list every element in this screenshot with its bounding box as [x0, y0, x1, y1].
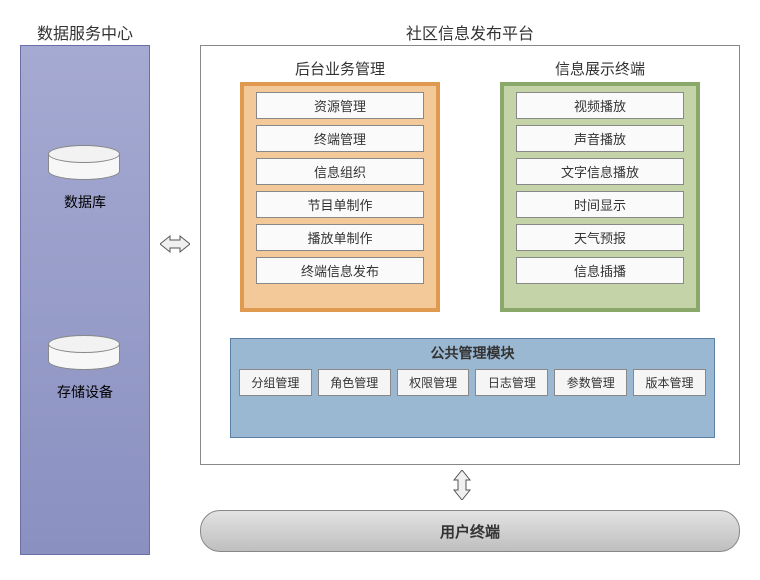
display-title: 信息展示终端 [500, 58, 700, 79]
backend-title: 后台业务管理 [240, 58, 440, 79]
public-items-row: 分组管理角色管理权限管理日志管理参数管理版本管理 [231, 369, 714, 404]
backend-item: 终端管理 [256, 125, 424, 152]
public-item: 参数管理 [554, 369, 627, 396]
backend-item: 终端信息发布 [256, 257, 424, 284]
public-module-title: 公共管理模块 [231, 339, 714, 369]
display-item: 信息插播 [516, 257, 684, 284]
arrow-vertical-icon [450, 470, 474, 500]
public-module: 公共管理模块 分组管理角色管理权限管理日志管理参数管理版本管理 [230, 338, 715, 438]
database-label: 数据库 [20, 192, 150, 212]
storage-icon [48, 335, 120, 370]
user-terminal: 用户终端 [200, 510, 740, 552]
backend-module: 资源管理终端管理信息组织节目单制作播放单制作终端信息发布 [240, 82, 440, 312]
storage-label: 存储设备 [20, 382, 150, 402]
public-item: 日志管理 [475, 369, 548, 396]
backend-item: 节目单制作 [256, 191, 424, 218]
display-item: 视频播放 [516, 92, 684, 119]
backend-item: 资源管理 [256, 92, 424, 119]
backend-item: 信息组织 [256, 158, 424, 185]
left-title: 数据服务中心 [20, 20, 150, 44]
backend-item: 播放单制作 [256, 224, 424, 251]
left-panel [20, 45, 150, 555]
public-item: 权限管理 [397, 369, 470, 396]
platform-title: 社区信息发布平台 [200, 20, 740, 44]
display-item: 文字信息播放 [516, 158, 684, 185]
arrow-horizontal-icon [160, 232, 190, 256]
public-item: 版本管理 [633, 369, 706, 396]
public-item: 分组管理 [239, 369, 312, 396]
display-item: 声音播放 [516, 125, 684, 152]
database-icon [48, 145, 120, 180]
display-module: 视频播放声音播放文字信息播放时间显示天气预报信息插播 [500, 82, 700, 312]
public-item: 角色管理 [318, 369, 391, 396]
display-item: 时间显示 [516, 191, 684, 218]
display-item: 天气预报 [516, 224, 684, 251]
